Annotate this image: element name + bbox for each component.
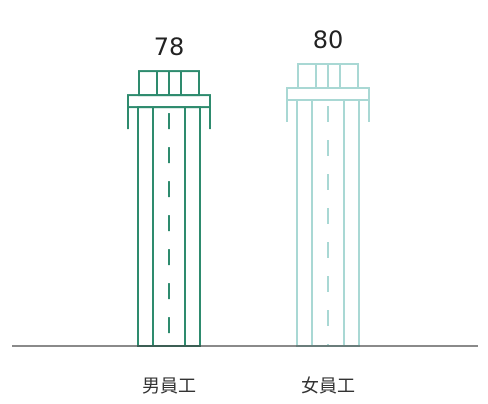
bar-2	[286, 63, 370, 347]
bar-cap	[127, 94, 211, 109]
value-label-1: 78	[154, 33, 185, 61]
category-label-2: 女員工	[301, 376, 355, 397]
value-label-2: 80	[313, 26, 344, 54]
bar-1	[127, 70, 211, 347]
category-label-1: 男員工	[142, 376, 196, 397]
bar-cap	[286, 87, 370, 101]
bars-group	[127, 63, 370, 347]
labels-group: 78 男員工 80 女員工	[142, 26, 355, 397]
